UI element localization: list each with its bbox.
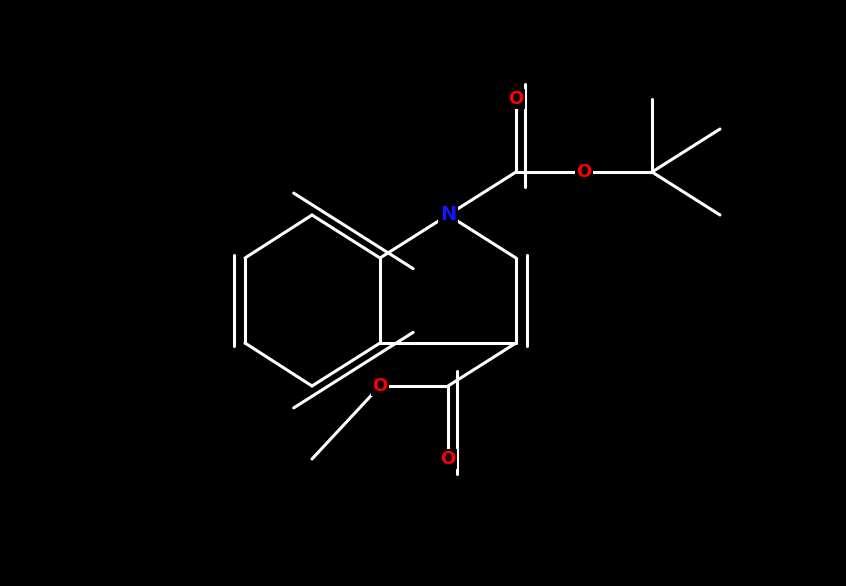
- Text: O: O: [441, 450, 456, 468]
- Text: O: O: [576, 163, 591, 181]
- Text: O: O: [372, 377, 387, 395]
- Text: N: N: [440, 206, 456, 224]
- Text: O: O: [508, 90, 524, 108]
